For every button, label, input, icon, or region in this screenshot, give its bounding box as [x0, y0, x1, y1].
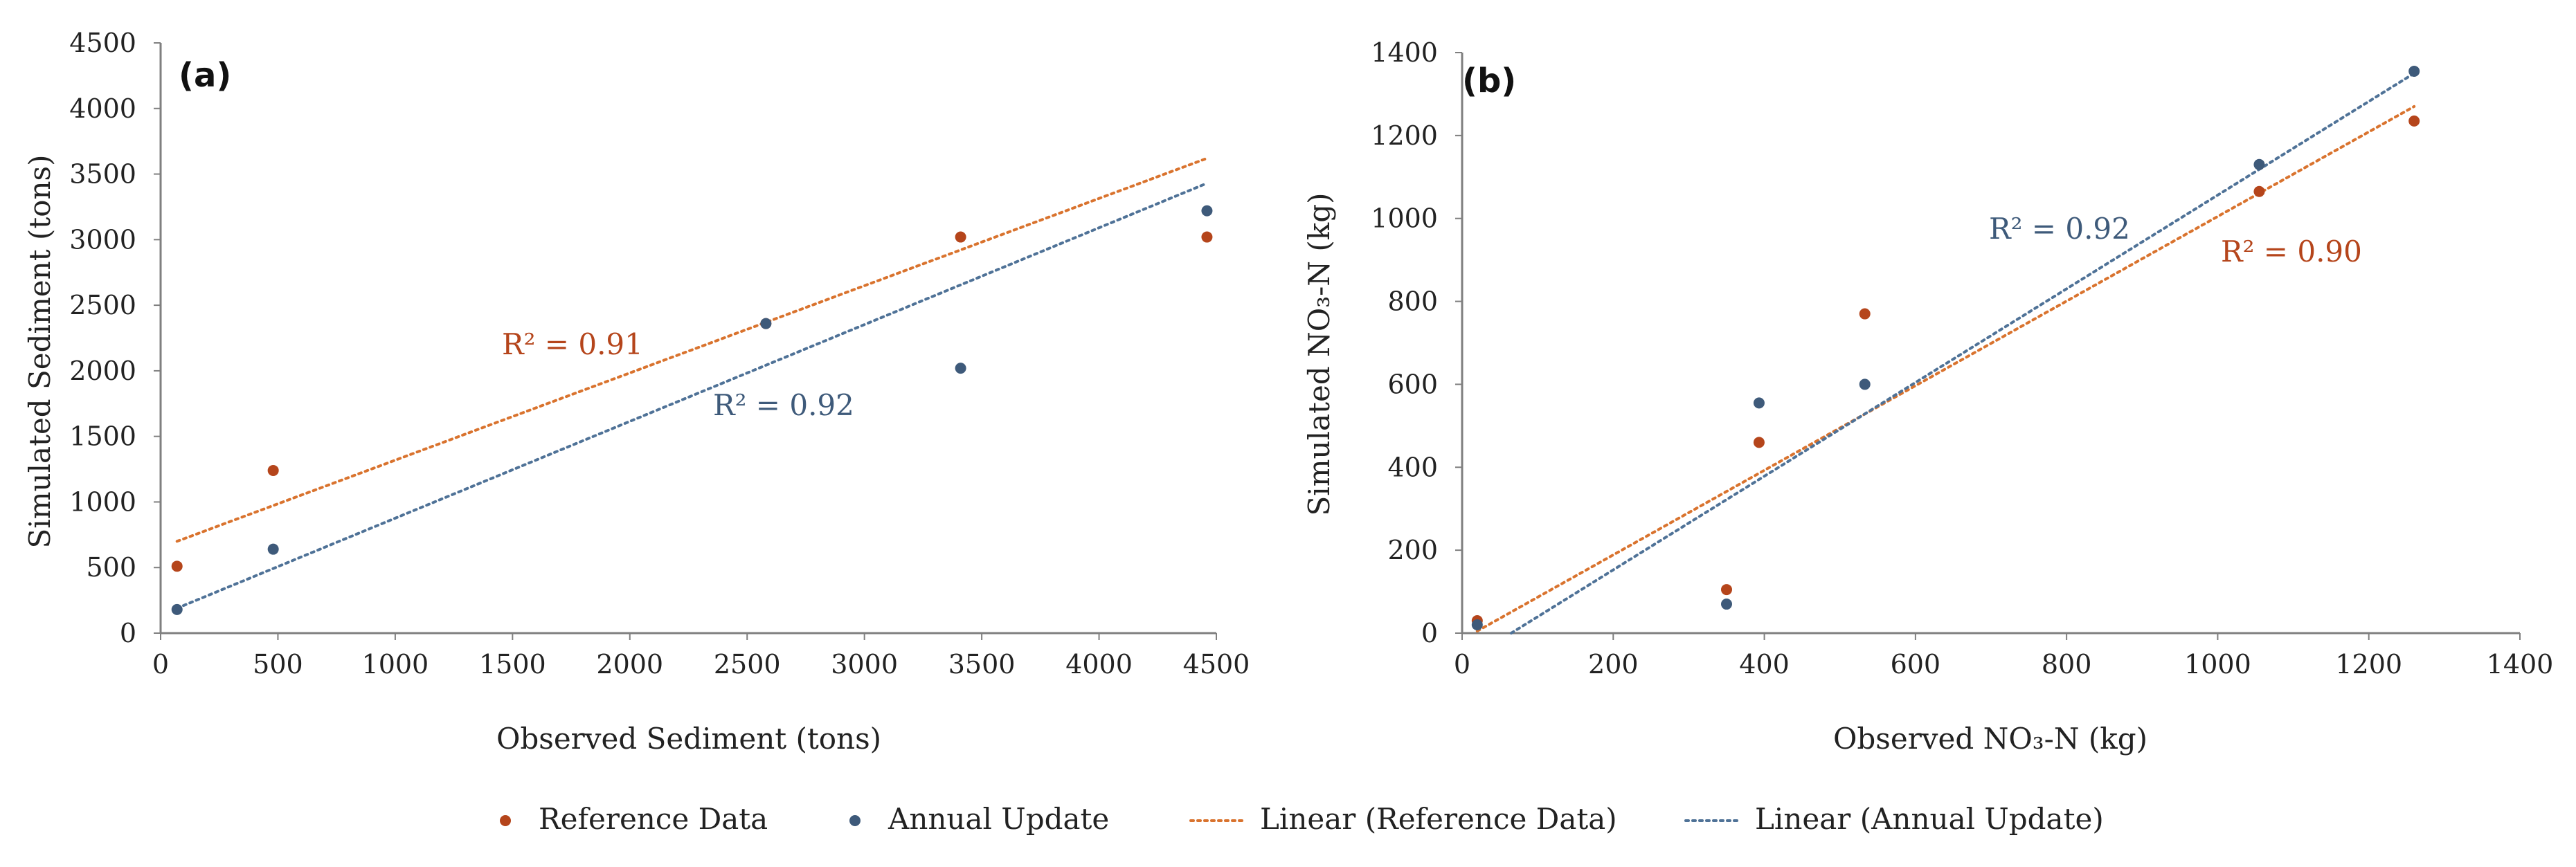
legend: Reference Data Annual Update Linear (Refer…: [500, 802, 2104, 836]
x-tick-label: 3500: [948, 649, 1016, 679]
y-tick-label: 500: [86, 552, 136, 583]
x-tick-label: 3000: [831, 649, 898, 679]
trend-line-annual-update: [1509, 71, 2416, 635]
x-tick-label: 0: [1454, 649, 1470, 679]
y-tick-label: 3000: [69, 224, 136, 255]
x-tick-label: 1400: [2487, 649, 2554, 679]
legend-label: Linear (Annual Update): [1755, 802, 2104, 836]
r-squared-label: R² = 0.90: [2221, 235, 2362, 268]
x-tick-label: 600: [1891, 649, 1941, 679]
y-tick-label: 1500: [69, 421, 136, 452]
trend-line-annual-update: [175, 181, 1209, 610]
y-tick-label: 0: [120, 618, 136, 648]
legend-marker: [849, 815, 861, 826]
data-point-reference-data: [955, 231, 966, 243]
trend-line-reference-data: [1475, 104, 2416, 633]
y-tick-label: 1000: [1371, 203, 1438, 234]
x-tick-label: 0: [152, 649, 169, 679]
data-point-reference-data: [267, 464, 279, 476]
x-tick-label: 500: [253, 649, 303, 679]
y-tick-label: 200: [1387, 535, 1438, 565]
y-tick-label: 0: [1421, 618, 1438, 648]
y-tick-label: 2500: [69, 290, 136, 320]
y-tick-label: 4000: [69, 93, 136, 124]
x-tick-label: 1000: [362, 649, 429, 679]
x-tick-label: 200: [1588, 649, 1639, 679]
data-point-reference-data: [1201, 231, 1213, 243]
data-point-reference-data: [1753, 437, 1765, 448]
x-axis-title-b: Observed NO₃-N (kg): [1833, 722, 2147, 756]
x-tick-label: 4500: [1183, 649, 1250, 679]
data-point-reference-data: [1721, 584, 1732, 596]
data-point-reference-data: [2408, 115, 2420, 127]
panel-label-a: (a): [179, 56, 231, 95]
r-squared-label: R² = 0.92: [713, 388, 854, 422]
chart-panel-a: (a) Observed Sediment (tons) Simulated S…: [23, 28, 1250, 756]
y-axis-title-b: Simulated NO₃-N (kg): [1302, 193, 1336, 516]
x-tick-label: 1000: [2184, 649, 2251, 679]
r-squared-label: R² = 0.92: [1989, 212, 2130, 246]
y-tick-label: 1400: [1371, 37, 1438, 68]
y-tick-label: 2000: [69, 356, 136, 386]
y-axis-title-a: Simulated Sediment (tons): [23, 155, 57, 549]
x-axis-title-a: Observed Sediment (tons): [496, 722, 881, 756]
r-squared-label: R² = 0.91: [502, 327, 643, 361]
legend-marker: [500, 815, 511, 826]
y-tick-label: 4500: [69, 28, 136, 58]
y-tick-label: 1000: [69, 486, 136, 517]
data-point-annual-update: [1471, 619, 1483, 631]
data-point-annual-update: [1753, 397, 1765, 409]
y-tick-label: 600: [1387, 369, 1438, 399]
data-point-annual-update: [955, 363, 966, 374]
data-point-annual-update: [2408, 65, 2420, 77]
trend-line-reference-data: [175, 156, 1209, 543]
x-tick-label: 800: [2042, 649, 2092, 679]
y-tick-label: 3500: [69, 159, 136, 190]
data-point-annual-update: [1859, 378, 1871, 390]
data-point-annual-update: [267, 543, 279, 555]
data-point-annual-update: [1721, 599, 1732, 610]
legend-label: Reference Data: [539, 802, 768, 836]
y-tick-label: 800: [1387, 286, 1438, 317]
x-tick-label: 2500: [714, 649, 781, 679]
legend-label: Linear (Reference Data): [1260, 802, 1617, 836]
x-tick-label: 2000: [596, 649, 663, 679]
data-point-reference-data: [1859, 308, 1871, 320]
x-tick-label: 1500: [479, 649, 546, 679]
chart-panel-b: (b) Observed NO₃-N (kg) Simulated NO₃-N …: [1302, 37, 2553, 756]
data-point-annual-update: [760, 318, 772, 329]
data-point-annual-update: [2253, 158, 2265, 170]
legend-label: Annual Update: [888, 802, 1109, 836]
x-tick-label: 4000: [1065, 649, 1133, 679]
x-tick-label: 400: [1739, 649, 1790, 679]
data-point-reference-data: [2253, 185, 2265, 197]
data-point-annual-update: [1201, 205, 1213, 217]
data-point-annual-update: [171, 603, 183, 615]
data-point-reference-data: [171, 560, 183, 572]
y-tick-label: 400: [1387, 452, 1438, 482]
x-tick-label: 1200: [2335, 649, 2402, 679]
panel-label-b: (b): [1462, 62, 1516, 100]
y-tick-label: 1200: [1371, 120, 1438, 151]
